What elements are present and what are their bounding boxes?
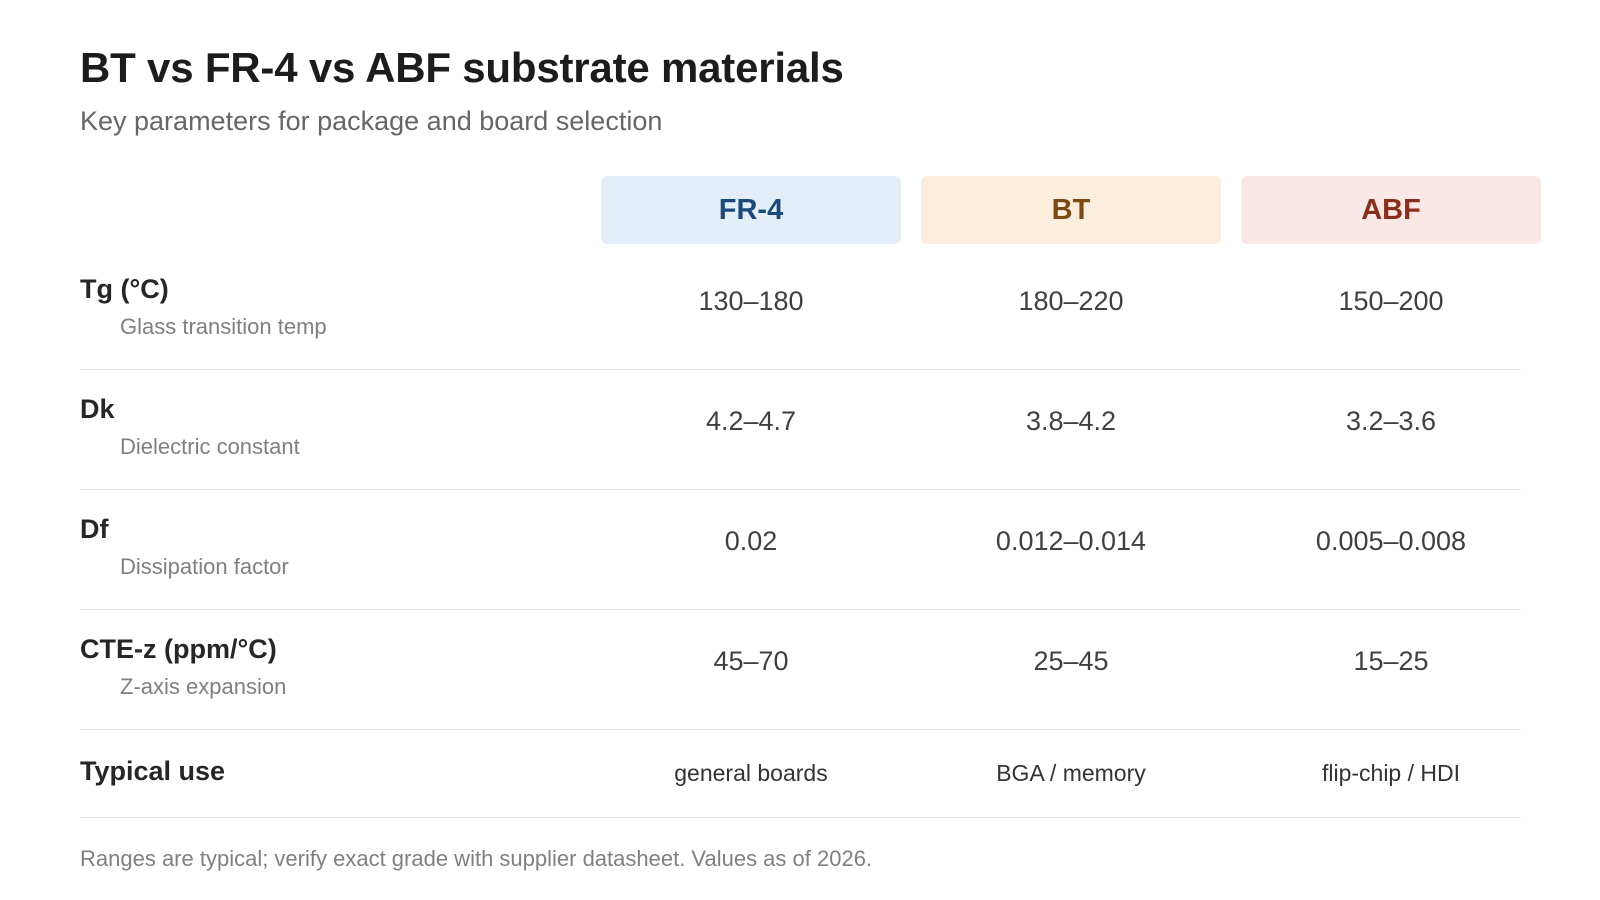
cell-fr4: 45–70 [713, 646, 789, 676]
table-row-df: Df Dissipation factor 0.02 0.012–0.014 0… [80, 512, 1521, 610]
table-row-dk: Dk Dielectric constant 4.2–4.7 3.8–4.2 3… [80, 392, 1521, 490]
row-sublabel: Glass transition temp [120, 314, 327, 339]
cell-fr4: 4.2–4.7 [705, 406, 797, 436]
cell-abf: 150–200 [1338, 286, 1444, 316]
column-header-abf: ABF [1241, 176, 1541, 244]
table-row-cte: CTE-z (ppm/°C) Z-axis expansion 45–70 25… [80, 632, 1521, 730]
cell-bt: BGA / memory [996, 760, 1146, 786]
row-label: Tg (°C) [80, 274, 169, 304]
table-row-typical-use: Typical use general boards BGA / memory … [80, 752, 1521, 812]
table-row-tg: Tg (°C) Glass transition temp 130–180 18… [80, 272, 1521, 370]
cell-abf: 3.2–3.6 [1345, 406, 1437, 436]
row-divider [80, 609, 1521, 610]
row-sublabel: Z-axis expansion [120, 674, 287, 699]
column-header-fr4: FR-4 [601, 176, 901, 244]
cell-fr4: 130–180 [698, 286, 804, 316]
row-sublabel: Dielectric constant [120, 434, 300, 459]
page-subtitle: Key parameters for package and board sel… [80, 106, 663, 136]
cell-fr4: 0.02 [724, 526, 778, 556]
cell-abf: 0.005–0.008 [1315, 526, 1467, 556]
page-title: BT vs FR-4 vs ABF substrate materials [80, 44, 844, 91]
cell-bt: 3.8–4.2 [1025, 406, 1117, 436]
row-sublabel: Dissipation factor [120, 554, 289, 579]
cell-bt: 180–220 [1018, 286, 1124, 316]
row-divider [80, 817, 1521, 818]
row-divider [80, 729, 1521, 730]
cell-bt: 0.012–0.014 [995, 526, 1147, 556]
cell-abf: flip-chip / HDI [1321, 760, 1461, 786]
cell-bt: 25–45 [1033, 646, 1109, 676]
cell-abf: 15–25 [1353, 646, 1429, 676]
row-divider [80, 489, 1521, 490]
cell-fr4: general boards [674, 760, 828, 786]
row-label: CTE-z (ppm/°C) [80, 634, 277, 664]
row-label: Typical use [80, 756, 226, 786]
column-header-bt: BT [921, 176, 1221, 244]
footnote: Ranges are typical; verify exact grade w… [80, 846, 873, 871]
row-divider [80, 369, 1521, 370]
row-label: Df [80, 514, 109, 544]
row-label: Dk [80, 394, 115, 424]
